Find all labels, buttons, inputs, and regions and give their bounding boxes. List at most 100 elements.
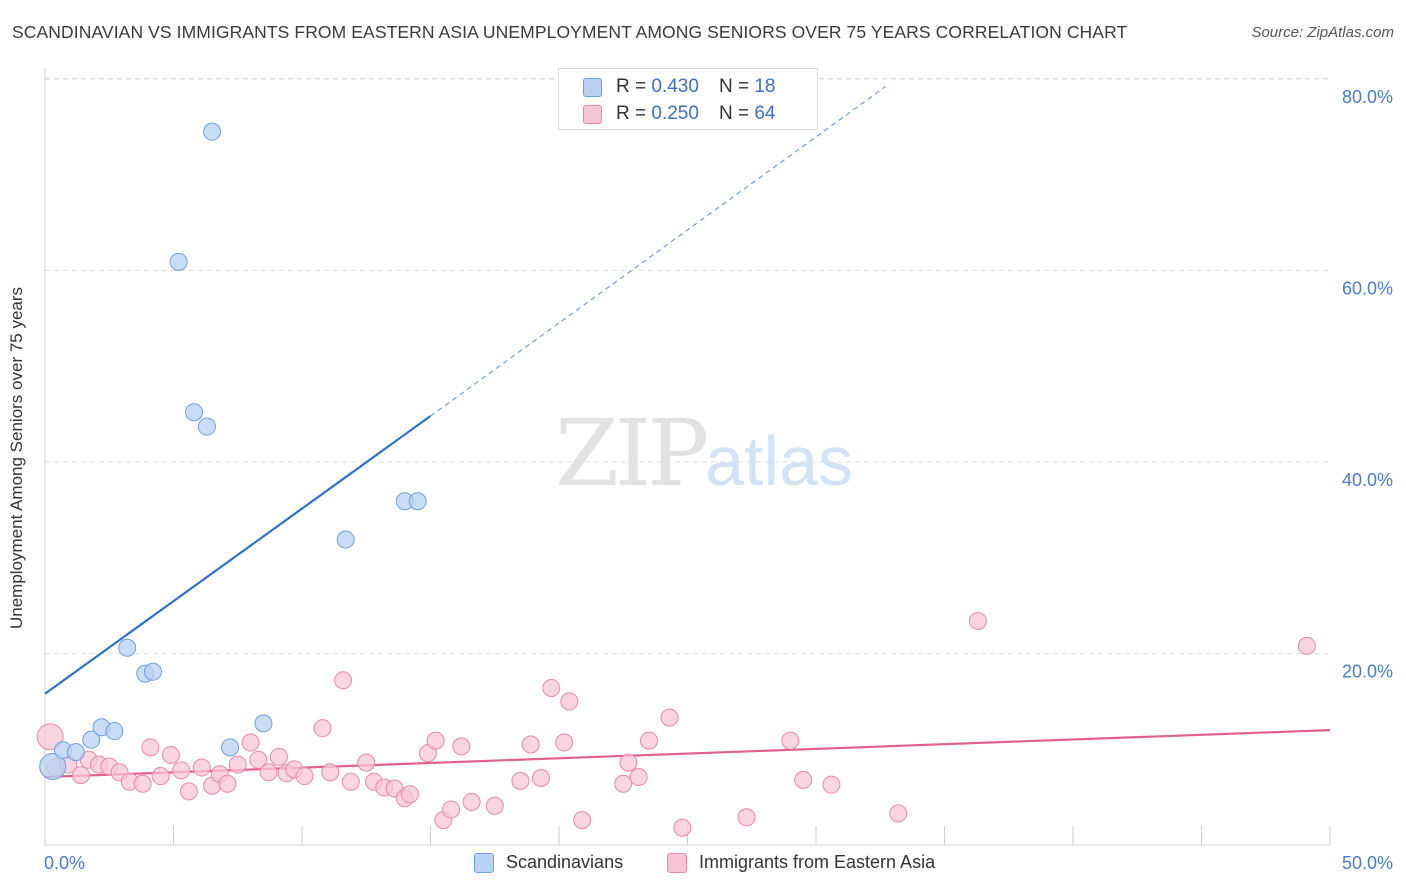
data-point-scandinavians [254, 714, 273, 733]
data-point-eastern-asia [639, 731, 658, 750]
legend-swatch-eastern-asia [667, 852, 687, 873]
legend-label-eastern-asia: Immigrants from Eastern Asia [699, 852, 936, 872]
data-point-scandinavians [82, 730, 101, 749]
legend-r-label: R = [616, 76, 647, 97]
data-point-eastern-asia [781, 731, 800, 750]
data-point-eastern-asia [485, 796, 504, 815]
data-point-eastern-asia [241, 733, 260, 752]
y-tick-label: 60.0% [1342, 279, 1393, 299]
data-point-eastern-asia [400, 785, 419, 804]
data-point-scandinavians [203, 122, 222, 141]
data-point-eastern-asia [334, 671, 353, 690]
legend-r-value: 0.430 [651, 76, 699, 97]
data-point-eastern-asia [968, 611, 987, 630]
legend-item-scandinavians: Scandinavians [474, 852, 623, 873]
data-point-eastern-asia [192, 758, 211, 777]
source-label: Source: ZipAtlas.com [1251, 24, 1394, 41]
data-point-eastern-asia [532, 768, 551, 787]
data-point-eastern-asia [161, 745, 180, 764]
data-point-eastern-asia [133, 774, 152, 793]
data-point-eastern-asia [462, 792, 481, 811]
legend-label-scandinavians: Scandinavians [506, 852, 624, 872]
data-point-eastern-asia [737, 808, 756, 827]
data-point-eastern-asia [1297, 636, 1316, 655]
data-point-eastern-asia [573, 811, 592, 830]
axes [44, 68, 1331, 846]
data-point-eastern-asia [313, 719, 332, 738]
data-point-eastern-asia [673, 818, 692, 837]
grid-lines [45, 78, 1330, 654]
data-point-scandinavians [197, 417, 216, 436]
watermark-zip: ZIP [555, 400, 709, 507]
data-point-eastern-asia [822, 775, 841, 794]
data-point-scandinavians [118, 638, 137, 657]
y-axis-label: Unemployment Among Seniors over 75 years [7, 286, 26, 630]
data-point-eastern-asia [542, 678, 561, 697]
data-point-eastern-asia [560, 692, 579, 711]
legend-n-value: 18 [754, 76, 776, 97]
legend-r-label: R = [616, 103, 647, 124]
legend-swatch-scandinavians [474, 852, 494, 873]
series-scandinavians-points [39, 122, 427, 780]
data-point-eastern-asia [794, 770, 813, 789]
legend-n-label: N = [718, 103, 750, 124]
data-point-scandinavians [66, 743, 85, 762]
data-point-scandinavians [336, 530, 355, 549]
data-point-eastern-asia [228, 755, 247, 774]
data-point-eastern-asia [511, 771, 530, 790]
y-tick-label: 20.0% [1342, 662, 1393, 682]
data-point-eastern-asia [71, 766, 90, 785]
data-point-eastern-asia [660, 708, 679, 727]
data-point-scandinavians [143, 662, 162, 681]
data-point-eastern-asia [889, 804, 908, 823]
data-point-eastern-asia [269, 747, 288, 766]
correlation-legend: R = 0.430 N = 18 R = 0.250 N = 64 [558, 68, 818, 130]
data-point-eastern-asia [452, 737, 471, 756]
data-point-eastern-asia [141, 738, 160, 757]
data-point-scandinavians [185, 403, 204, 422]
y-tick-label: 40.0% [1342, 470, 1393, 490]
data-point-scandinavians [105, 722, 124, 741]
data-point-eastern-asia [295, 767, 314, 786]
data-point-eastern-asia [218, 774, 237, 793]
legend-row-scandinavians: R = 0.430 N = 18 [583, 75, 775, 99]
data-point-eastern-asia [357, 753, 376, 772]
data-point-eastern-asia [151, 767, 170, 786]
data-point-eastern-asia [614, 774, 633, 793]
trend-lines [44, 86, 1331, 779]
legend-row-eastern-asia: R = 0.250 N = 64 [583, 102, 775, 126]
data-point-eastern-asia [619, 753, 638, 772]
data-point-eastern-asia [341, 772, 360, 791]
legend-n-value: 64 [754, 103, 776, 124]
data-point-scandinavians [39, 752, 67, 780]
legend-item-eastern-asia: Immigrants from Eastern Asia [667, 852, 935, 873]
data-point-eastern-asia [249, 750, 268, 769]
data-point-eastern-asia [259, 763, 278, 782]
legend-n-label: N = [718, 76, 750, 97]
x-tick-label: 0.0% [44, 853, 85, 873]
series-legend: Scandinavians Immigrants from Eastern As… [0, 852, 1406, 878]
trend-line-scandinavians [44, 415, 432, 695]
y-tick-labels: 20.0% 40.0% 60.0% 80.0% [1342, 87, 1393, 682]
data-point-scandinavians [169, 252, 188, 271]
data-point-scandinavians [408, 492, 427, 511]
legend-swatch-pink [583, 104, 602, 124]
y-tick-label: 80.0% [1342, 87, 1393, 107]
data-point-eastern-asia [521, 735, 540, 754]
x-tick-labels: 0.0% 50.0% [44, 853, 1393, 873]
data-point-eastern-asia [36, 723, 64, 751]
data-point-eastern-asia [555, 733, 574, 752]
chart-title: SCANDINAVIAN VS IMMIGRANTS FROM EASTERN … [12, 22, 1128, 42]
data-point-eastern-asia [172, 761, 191, 780]
trend-line-scandinavians-extension [430, 86, 886, 417]
watermark-atlas: atlas [705, 422, 854, 500]
x-tick-label: 50.0% [1342, 853, 1393, 873]
data-point-scandinavians [221, 738, 240, 757]
data-point-eastern-asia [442, 800, 461, 819]
watermark: ZIPatlas [555, 400, 853, 507]
data-point-eastern-asia [426, 731, 445, 750]
series-eastern-asia-points [36, 611, 1316, 837]
legend-swatch-blue [583, 77, 602, 97]
legend-r-value: 0.250 [651, 103, 699, 124]
